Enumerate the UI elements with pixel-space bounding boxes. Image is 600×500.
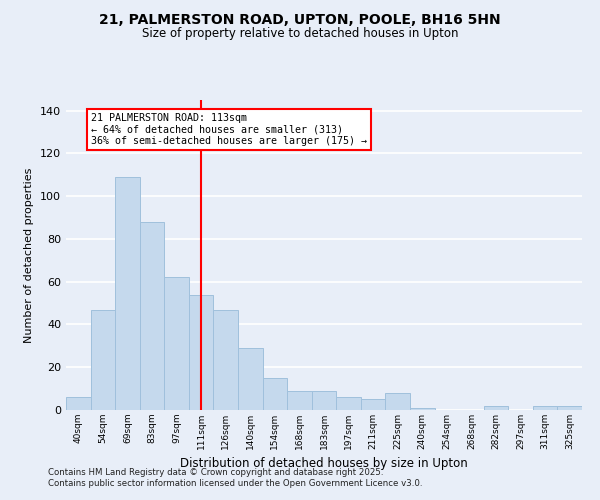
Bar [91, 310, 115, 410]
Bar [410, 408, 434, 410]
Y-axis label: Number of detached properties: Number of detached properties [25, 168, 34, 342]
Text: Size of property relative to detached houses in Upton: Size of property relative to detached ho… [142, 28, 458, 40]
Bar [336, 397, 361, 410]
Bar [66, 397, 91, 410]
Text: Contains HM Land Registry data © Crown copyright and database right 2025.
Contai: Contains HM Land Registry data © Crown c… [48, 468, 422, 487]
Bar [557, 406, 582, 410]
Bar [164, 278, 189, 410]
Bar [140, 222, 164, 410]
Bar [312, 391, 336, 410]
X-axis label: Distribution of detached houses by size in Upton: Distribution of detached houses by size … [180, 458, 468, 470]
Bar [361, 400, 385, 410]
Bar [115, 177, 140, 410]
Bar [189, 294, 214, 410]
Text: 21, PALMERSTON ROAD, UPTON, POOLE, BH16 5HN: 21, PALMERSTON ROAD, UPTON, POOLE, BH16 … [99, 12, 501, 26]
Bar [385, 393, 410, 410]
Bar [287, 391, 312, 410]
Bar [263, 378, 287, 410]
Text: 21 PALMERSTON ROAD: 113sqm
← 64% of detached houses are smaller (313)
36% of sem: 21 PALMERSTON ROAD: 113sqm ← 64% of deta… [91, 113, 367, 146]
Bar [238, 348, 263, 410]
Bar [214, 310, 238, 410]
Bar [533, 406, 557, 410]
Bar [484, 406, 508, 410]
